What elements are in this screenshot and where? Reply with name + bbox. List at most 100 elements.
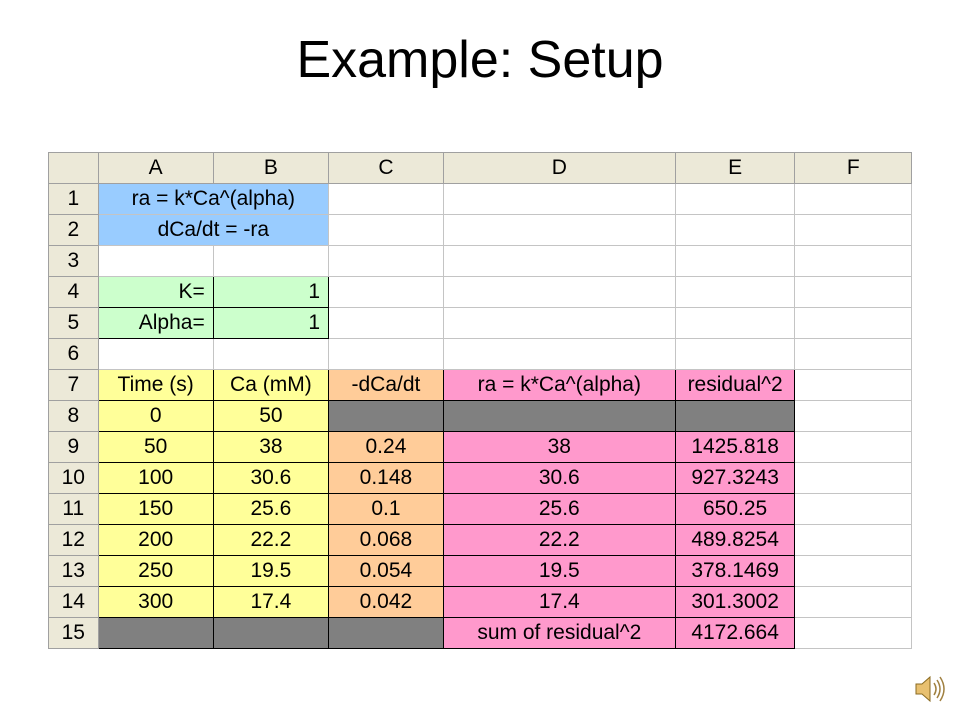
cell-c2[interactable] (328, 214, 444, 246)
cell-e8-blank[interactable] (674, 400, 796, 432)
row-header-10[interactable]: 10 (48, 462, 99, 494)
cell-b6[interactable] (212, 338, 330, 370)
cell-f14[interactable] (794, 586, 912, 618)
cell-c11-derivative[interactable]: 0.1 (328, 493, 444, 525)
cell-c8-blank[interactable] (328, 400, 444, 432)
cell-f2[interactable] (794, 214, 912, 246)
cell-e10-residual[interactable]: 927.3243 (674, 462, 796, 494)
cell-b15-blank[interactable] (212, 617, 330, 649)
row-header-8[interactable]: 8 (48, 400, 99, 432)
cell-a7-time-header[interactable]: Time (s) (97, 369, 214, 401)
cell-f9[interactable] (794, 431, 912, 463)
cell-c7-derivative-header[interactable]: -dCa/dt (328, 369, 444, 401)
cell-a9-time[interactable]: 50 (97, 431, 214, 463)
cell-f6[interactable] (794, 338, 912, 370)
cell-c6[interactable] (328, 338, 444, 370)
cell-d8-blank[interactable] (442, 400, 676, 432)
cell-c3[interactable] (328, 245, 444, 277)
cell-a15-blank[interactable] (97, 617, 214, 649)
cell-e2[interactable] (674, 214, 796, 246)
cell-e5[interactable] (674, 307, 796, 339)
row-header-13[interactable]: 13 (48, 555, 99, 587)
cell-b13-ca[interactable]: 19.5 (212, 555, 330, 587)
cell-b9-ca[interactable]: 38 (212, 431, 330, 463)
cell-f11[interactable] (794, 493, 912, 525)
row-header-5[interactable]: 5 (48, 307, 99, 339)
cell-f7[interactable] (794, 369, 912, 401)
cell-b5-alpha-value[interactable]: 1 (212, 307, 330, 339)
row-header-14[interactable]: 14 (48, 586, 99, 618)
cell-c9-derivative[interactable]: 0.24 (328, 431, 444, 463)
cell-e6[interactable] (674, 338, 796, 370)
cell-e1[interactable] (442, 183, 676, 215)
cell-a8-time[interactable]: 0 (97, 400, 214, 432)
column-header-c[interactable]: C (328, 152, 444, 184)
cell-e3[interactable] (674, 245, 796, 277)
row-header-2[interactable]: 2 (48, 214, 99, 246)
cell-a5-alpha-label[interactable]: Alpha= (97, 307, 214, 339)
cell-d1[interactable] (328, 183, 444, 215)
cell-e9-residual[interactable]: 1425.818 (674, 431, 796, 463)
cell-c15-blank[interactable] (328, 617, 444, 649)
cell-b11-ca[interactable]: 25.6 (212, 493, 330, 525)
cell-f13[interactable] (794, 555, 912, 587)
cell-f12[interactable] (794, 524, 912, 556)
cell-d15-sum-label[interactable]: sum of residual^2 (442, 617, 676, 649)
cell-d4[interactable] (442, 276, 676, 308)
select-all-corner[interactable] (48, 152, 99, 184)
cell-a13-time[interactable]: 250 (97, 555, 214, 587)
row-header-11[interactable]: 11 (48, 493, 99, 525)
cell-d3[interactable] (442, 245, 676, 277)
row-header-1[interactable]: 1 (48, 183, 99, 215)
row-header-3[interactable]: 3 (48, 245, 99, 277)
cell-a12-time[interactable]: 200 (97, 524, 214, 556)
cell-e15-sum-value[interactable]: 4172.664 (674, 617, 796, 649)
cell-b12-ca[interactable]: 22.2 (212, 524, 330, 556)
cell-a4-k-label[interactable]: K= (97, 276, 214, 308)
cell-a6[interactable] (97, 338, 214, 370)
cell-d6[interactable] (442, 338, 676, 370)
cell-e13-residual[interactable]: 378.1469 (674, 555, 796, 587)
cell-b14-ca[interactable]: 17.4 (212, 586, 330, 618)
cell-f1[interactable] (674, 183, 796, 215)
speaker-icon[interactable] (913, 672, 947, 706)
cell-b8-ca[interactable]: 50 (212, 400, 330, 432)
cell-f5[interactable] (794, 307, 912, 339)
cell-a10-time[interactable]: 100 (97, 462, 214, 494)
cell-e7-residual-header[interactable]: residual^2 (674, 369, 796, 401)
cell-e12-residual[interactable]: 489.8254 (674, 524, 796, 556)
cell-f3[interactable] (794, 245, 912, 277)
column-header-d[interactable]: D (442, 152, 676, 184)
cell-d13-rate[interactable]: 19.5 (442, 555, 676, 587)
row-header-6[interactable]: 6 (48, 338, 99, 370)
cell-b7-ca-header[interactable]: Ca (mM) (212, 369, 330, 401)
cell-d14-rate[interactable]: 17.4 (442, 586, 676, 618)
cell-d10-rate[interactable]: 30.6 (442, 462, 676, 494)
cell-b3[interactable] (212, 245, 330, 277)
row-header-12[interactable]: 12 (48, 524, 99, 556)
column-header-b[interactable]: B (212, 152, 330, 184)
row-header-4[interactable]: 4 (48, 276, 99, 308)
cell-a3[interactable] (97, 245, 214, 277)
row-header-7[interactable]: 7 (48, 369, 99, 401)
cell-f10[interactable] (794, 462, 912, 494)
column-header-f[interactable]: F (794, 152, 912, 184)
row-header-9[interactable]: 9 (48, 431, 99, 463)
cell-d12-rate[interactable]: 22.2 (442, 524, 676, 556)
cell-g1[interactable] (794, 183, 912, 215)
cell-c12-derivative[interactable]: 0.068 (328, 524, 444, 556)
cell-c5[interactable] (328, 307, 444, 339)
cell-e11-residual[interactable]: 650.25 (674, 493, 796, 525)
cell-e14-residual[interactable]: 301.3002 (674, 586, 796, 618)
cell-d7-rate-header[interactable]: ra = k*Ca^(alpha) (442, 369, 676, 401)
cell-c10-derivative[interactable]: 0.148 (328, 462, 444, 494)
column-header-a[interactable]: A (97, 152, 214, 184)
cell-c13-derivative[interactable]: 0.054 (328, 555, 444, 587)
cell-e4[interactable] (674, 276, 796, 308)
cell-d9-rate[interactable]: 38 (442, 431, 676, 463)
cell-a11-time[interactable]: 150 (97, 493, 214, 525)
cell-a2-differential-eq[interactable]: dCa/dt = -ra (97, 214, 330, 246)
cell-d5[interactable] (442, 307, 676, 339)
cell-d2[interactable] (442, 214, 676, 246)
cell-a14-time[interactable]: 300 (97, 586, 214, 618)
